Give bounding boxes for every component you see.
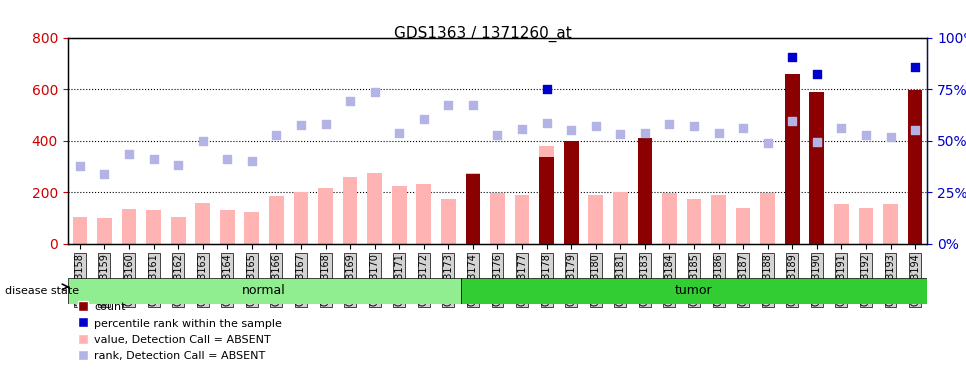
Point: [760, 140, 776, 146]
FancyBboxPatch shape: [461, 278, 927, 304]
Point: [711, 130, 726, 136]
Bar: [441, 199, 456, 244]
Bar: [711, 195, 725, 244]
Bar: [883, 204, 897, 244]
Bar: [367, 173, 382, 244]
Bar: [270, 196, 284, 244]
FancyBboxPatch shape: [68, 278, 461, 304]
Point: [391, 130, 407, 136]
Bar: [687, 199, 701, 244]
Point: [539, 120, 554, 126]
Bar: [564, 168, 579, 244]
Bar: [392, 186, 407, 244]
Text: GDS1363 / 1371260_at: GDS1363 / 1371260_at: [394, 26, 572, 42]
Bar: [834, 204, 849, 244]
Point: [612, 131, 628, 137]
Point: [810, 139, 825, 145]
Bar: [220, 210, 235, 244]
Point: [269, 132, 284, 138]
Bar: [908, 90, 923, 244]
Point: [440, 102, 456, 108]
Point: [466, 102, 481, 108]
Bar: [810, 92, 824, 244]
Bar: [908, 195, 923, 244]
Point: [367, 88, 383, 94]
Bar: [785, 74, 800, 244]
Bar: [588, 195, 603, 244]
Bar: [318, 188, 333, 244]
Bar: [343, 177, 357, 244]
Bar: [785, 76, 800, 244]
Bar: [810, 146, 824, 244]
Point: [97, 171, 112, 177]
Bar: [466, 173, 480, 244]
Bar: [122, 209, 136, 244]
Bar: [515, 195, 529, 244]
Bar: [539, 146, 554, 244]
Bar: [859, 208, 873, 244]
Point: [416, 116, 432, 122]
Point: [294, 122, 309, 128]
Point: [146, 156, 161, 162]
Point: [342, 98, 357, 104]
Point: [588, 123, 604, 129]
Legend: count, percentile rank within the sample, value, Detection Call = ABSENT, rank, : count, percentile rank within the sample…: [73, 297, 287, 366]
Bar: [146, 210, 161, 244]
Point: [72, 164, 88, 170]
Point: [907, 128, 923, 134]
Point: [170, 162, 185, 168]
Point: [662, 121, 677, 127]
Bar: [613, 192, 628, 244]
Bar: [98, 218, 112, 244]
Bar: [736, 208, 751, 244]
Point: [244, 158, 260, 164]
Bar: [72, 217, 87, 244]
Point: [539, 86, 554, 92]
Bar: [760, 194, 775, 244]
Text: normal: normal: [242, 284, 286, 297]
Point: [195, 138, 211, 144]
Point: [883, 134, 898, 140]
Point: [735, 125, 751, 131]
Point: [318, 121, 333, 127]
Bar: [171, 217, 185, 244]
Point: [514, 126, 529, 132]
Bar: [195, 202, 210, 244]
Point: [858, 132, 873, 138]
Point: [638, 130, 653, 136]
Bar: [416, 184, 431, 244]
Point: [122, 150, 137, 156]
Bar: [638, 138, 652, 244]
Point: [686, 123, 701, 129]
Bar: [564, 141, 579, 244]
Bar: [466, 174, 480, 244]
Point: [219, 156, 235, 162]
Bar: [539, 158, 554, 244]
Point: [563, 128, 579, 134]
Point: [810, 70, 825, 76]
Bar: [244, 211, 259, 244]
Bar: [490, 194, 505, 244]
Point: [784, 118, 800, 124]
Text: tumor: tumor: [675, 284, 713, 297]
Point: [834, 125, 849, 131]
Point: [907, 64, 923, 70]
Bar: [638, 153, 652, 244]
Bar: [662, 194, 677, 244]
Bar: [294, 192, 308, 244]
Point: [784, 54, 800, 60]
Text: disease state: disease state: [5, 286, 79, 296]
Point: [490, 132, 505, 138]
